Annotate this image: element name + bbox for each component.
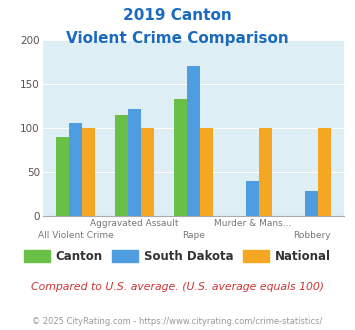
Bar [56,137,69,216]
Bar [82,128,95,216]
Text: All Violent Crime: All Violent Crime [38,231,113,240]
Bar [69,122,82,216]
Text: Robbery: Robbery [293,231,330,240]
Bar [200,128,213,216]
Bar [187,66,200,216]
Text: Murder & Mans...: Murder & Mans... [214,219,291,228]
Text: © 2025 CityRating.com - https://www.cityrating.com/crime-statistics/: © 2025 CityRating.com - https://www.city… [32,317,323,326]
Bar [305,190,318,216]
Bar [141,128,154,216]
Bar [246,181,259,216]
Bar [115,115,128,216]
Text: Aggravated Assault: Aggravated Assault [90,219,179,228]
Bar [174,99,187,216]
Bar [318,128,331,216]
Text: 2019 Canton: 2019 Canton [123,8,232,23]
Legend: Canton, South Dakota, National: Canton, South Dakota, National [19,245,336,268]
Bar [128,109,141,216]
Text: Rape: Rape [182,231,205,240]
Text: Violent Crime Comparison: Violent Crime Comparison [66,31,289,46]
Bar [259,128,272,216]
Text: Compared to U.S. average. (U.S. average equals 100): Compared to U.S. average. (U.S. average … [31,282,324,292]
